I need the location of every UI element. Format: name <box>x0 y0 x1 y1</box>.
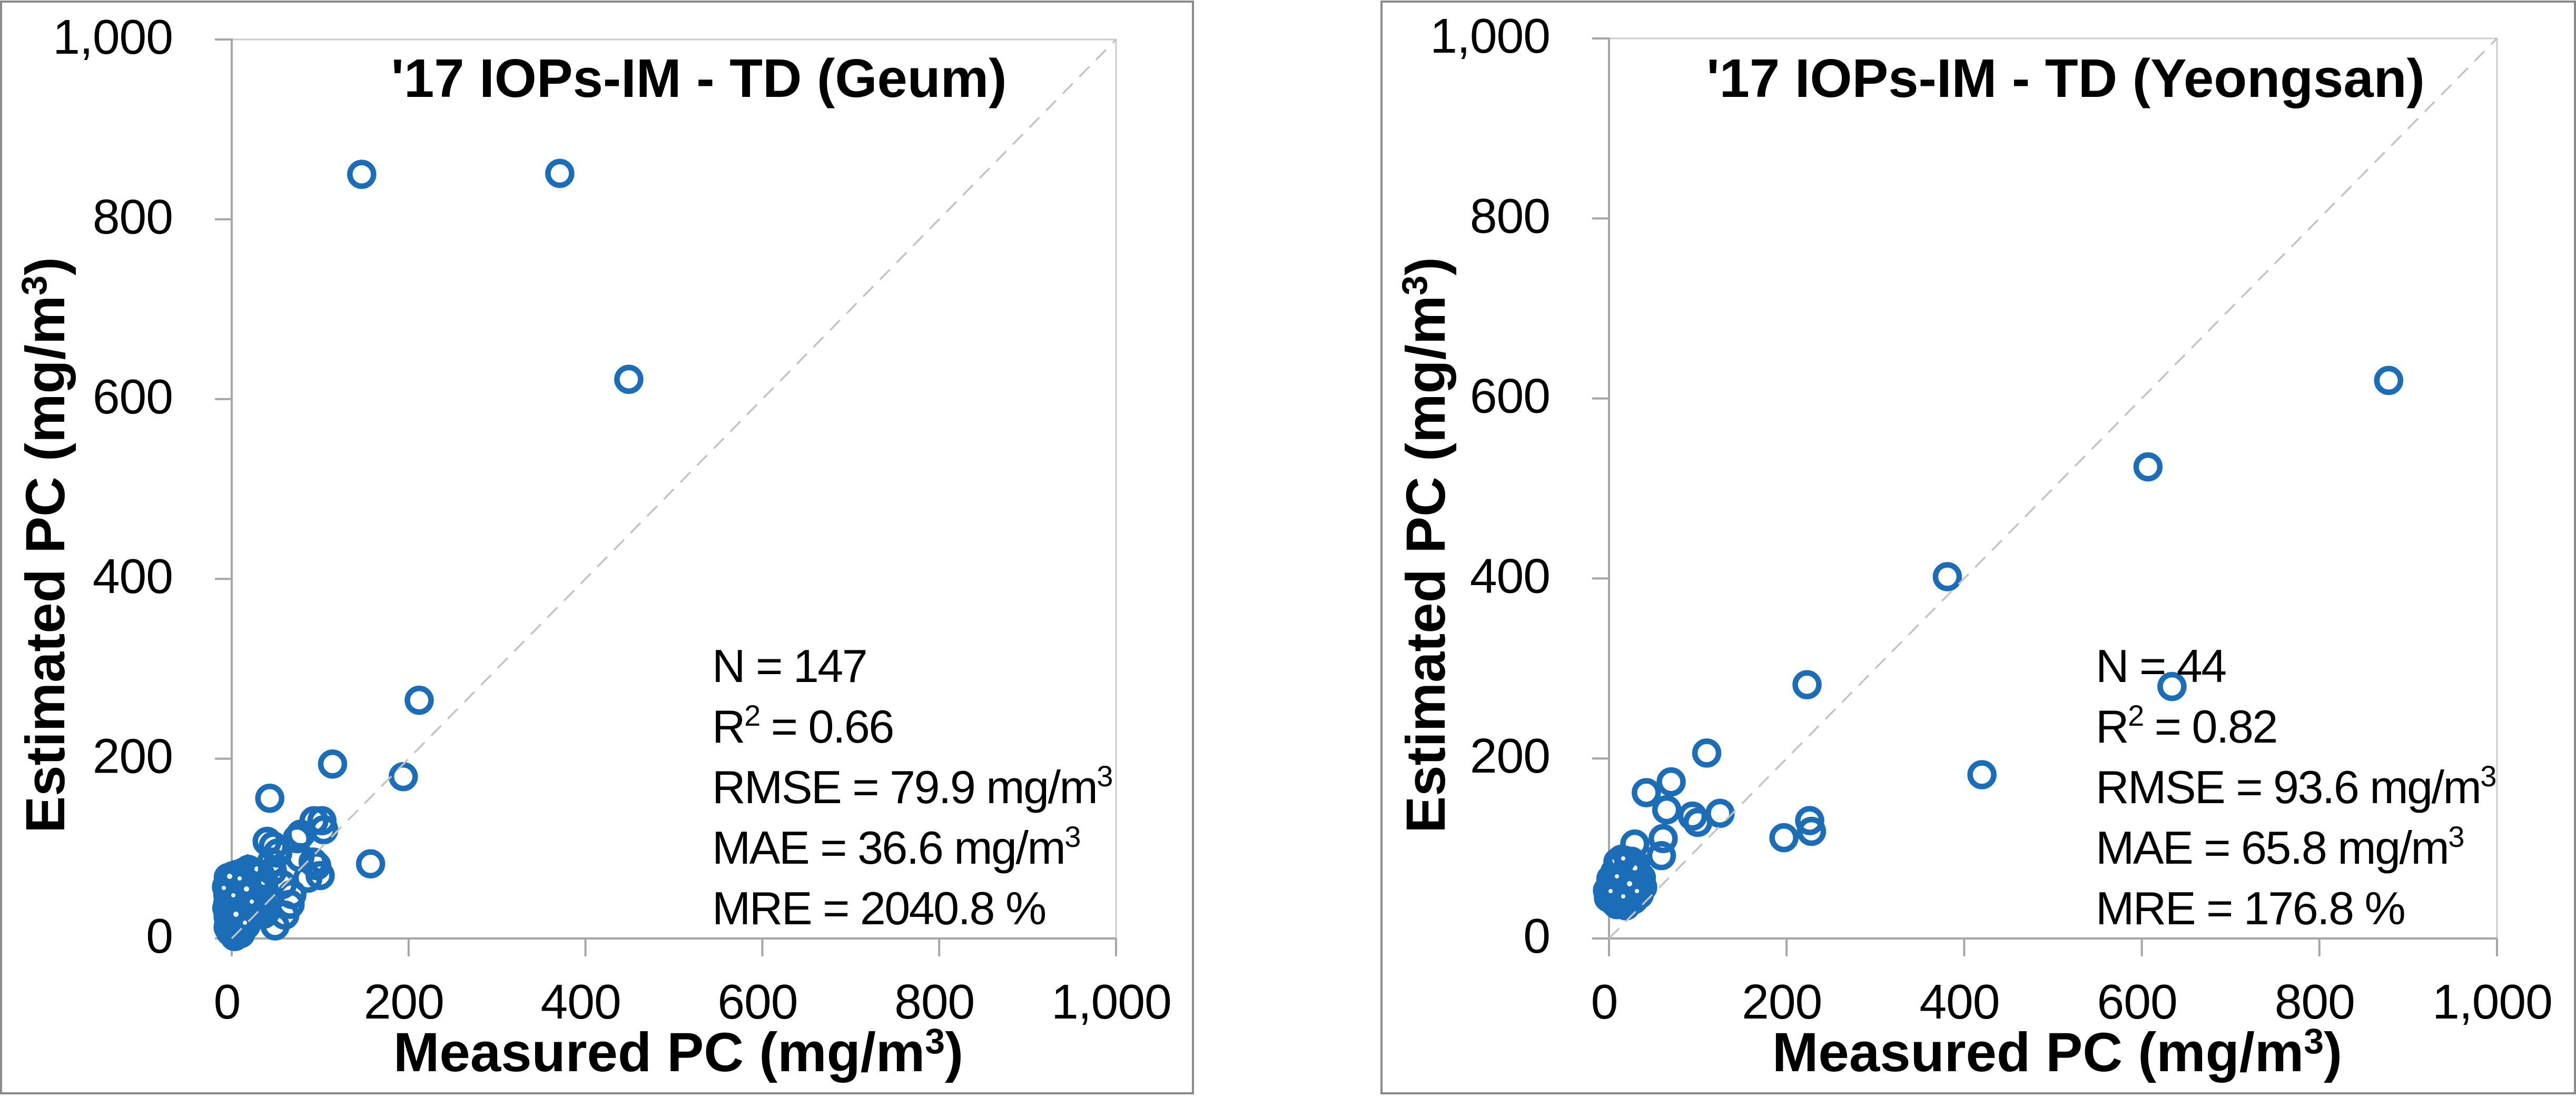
svg-text:'17 IOPs-IM - TD (Yeongsan): '17 IOPs-IM - TD (Yeongsan) <box>1706 48 2425 108</box>
svg-text:MRE = 2040.8 %: MRE = 2040.8 % <box>712 882 1045 934</box>
svg-text:600: 600 <box>1470 369 1550 423</box>
svg-text:Estimated PC (mg/m3): Estimated PC (mg/m3) <box>1395 257 1457 833</box>
svg-text:1,000: 1,000 <box>1051 974 1171 1029</box>
svg-text:RMSE = 79.9 mg/m3​: RMSE = 79.9 mg/m3​ <box>712 759 1112 813</box>
svg-text:MRE = 176.8 %: MRE = 176.8 % <box>2096 882 2405 934</box>
svg-text:1,000: 1,000 <box>1430 8 1550 63</box>
svg-text:1,000: 1,000 <box>53 9 173 64</box>
svg-text:800: 800 <box>2275 974 2355 1029</box>
svg-text:400: 400 <box>1470 548 1550 603</box>
svg-text:'17 IOPs-IM - TD (Geum): '17 IOPs-IM - TD (Geum) <box>391 48 1006 108</box>
svg-text:800: 800 <box>894 974 974 1029</box>
svg-text:Measured PC (mg/m3): Measured PC (mg/m3) <box>1772 1021 2342 1083</box>
svg-text:R2​ = 0.82: R2​ = 0.82 <box>2096 699 2277 753</box>
svg-text:200: 200 <box>1470 728 1550 783</box>
svg-text:600: 600 <box>2097 974 2177 1029</box>
svg-text:R2​ = 0.66: R2​ = 0.66 <box>712 699 893 753</box>
svg-text:600: 600 <box>93 369 173 424</box>
svg-text:800: 800 <box>93 189 173 244</box>
svg-text:N = 147: N = 147 <box>712 640 866 692</box>
svg-text:1,000: 1,000 <box>2432 974 2552 1029</box>
svg-text:RMSE = 93.6 mg/m3​: RMSE = 93.6 mg/m3​ <box>2096 759 2495 813</box>
svg-text:800: 800 <box>1470 189 1550 243</box>
svg-text:0: 0 <box>214 974 241 1029</box>
svg-text:N = 44: N = 44 <box>2096 640 2226 692</box>
svg-text:MAE = 36.6 mg/m3​: MAE = 36.6 mg/m3​ <box>712 820 1080 874</box>
svg-text:MAE = 65.8 mg/m3​: MAE = 65.8 mg/m3​ <box>2096 820 2463 874</box>
svg-text:400: 400 <box>1919 974 1999 1029</box>
svg-text:200: 200 <box>364 974 444 1029</box>
svg-text:400: 400 <box>93 549 173 604</box>
svg-text:200: 200 <box>1742 974 1822 1029</box>
svg-text:Estimated PC (mg/m3): Estimated PC (mg/m3) <box>14 257 76 833</box>
svg-text:0: 0 <box>1523 908 1550 963</box>
svg-text:400: 400 <box>541 974 621 1029</box>
svg-text:Measured PC (mg/m3): Measured PC (mg/m3) <box>393 1021 963 1083</box>
svg-text:0: 0 <box>1591 974 1618 1029</box>
svg-text:0: 0 <box>146 908 173 963</box>
svg-text:600: 600 <box>717 974 797 1029</box>
svg-text:200: 200 <box>93 729 173 784</box>
